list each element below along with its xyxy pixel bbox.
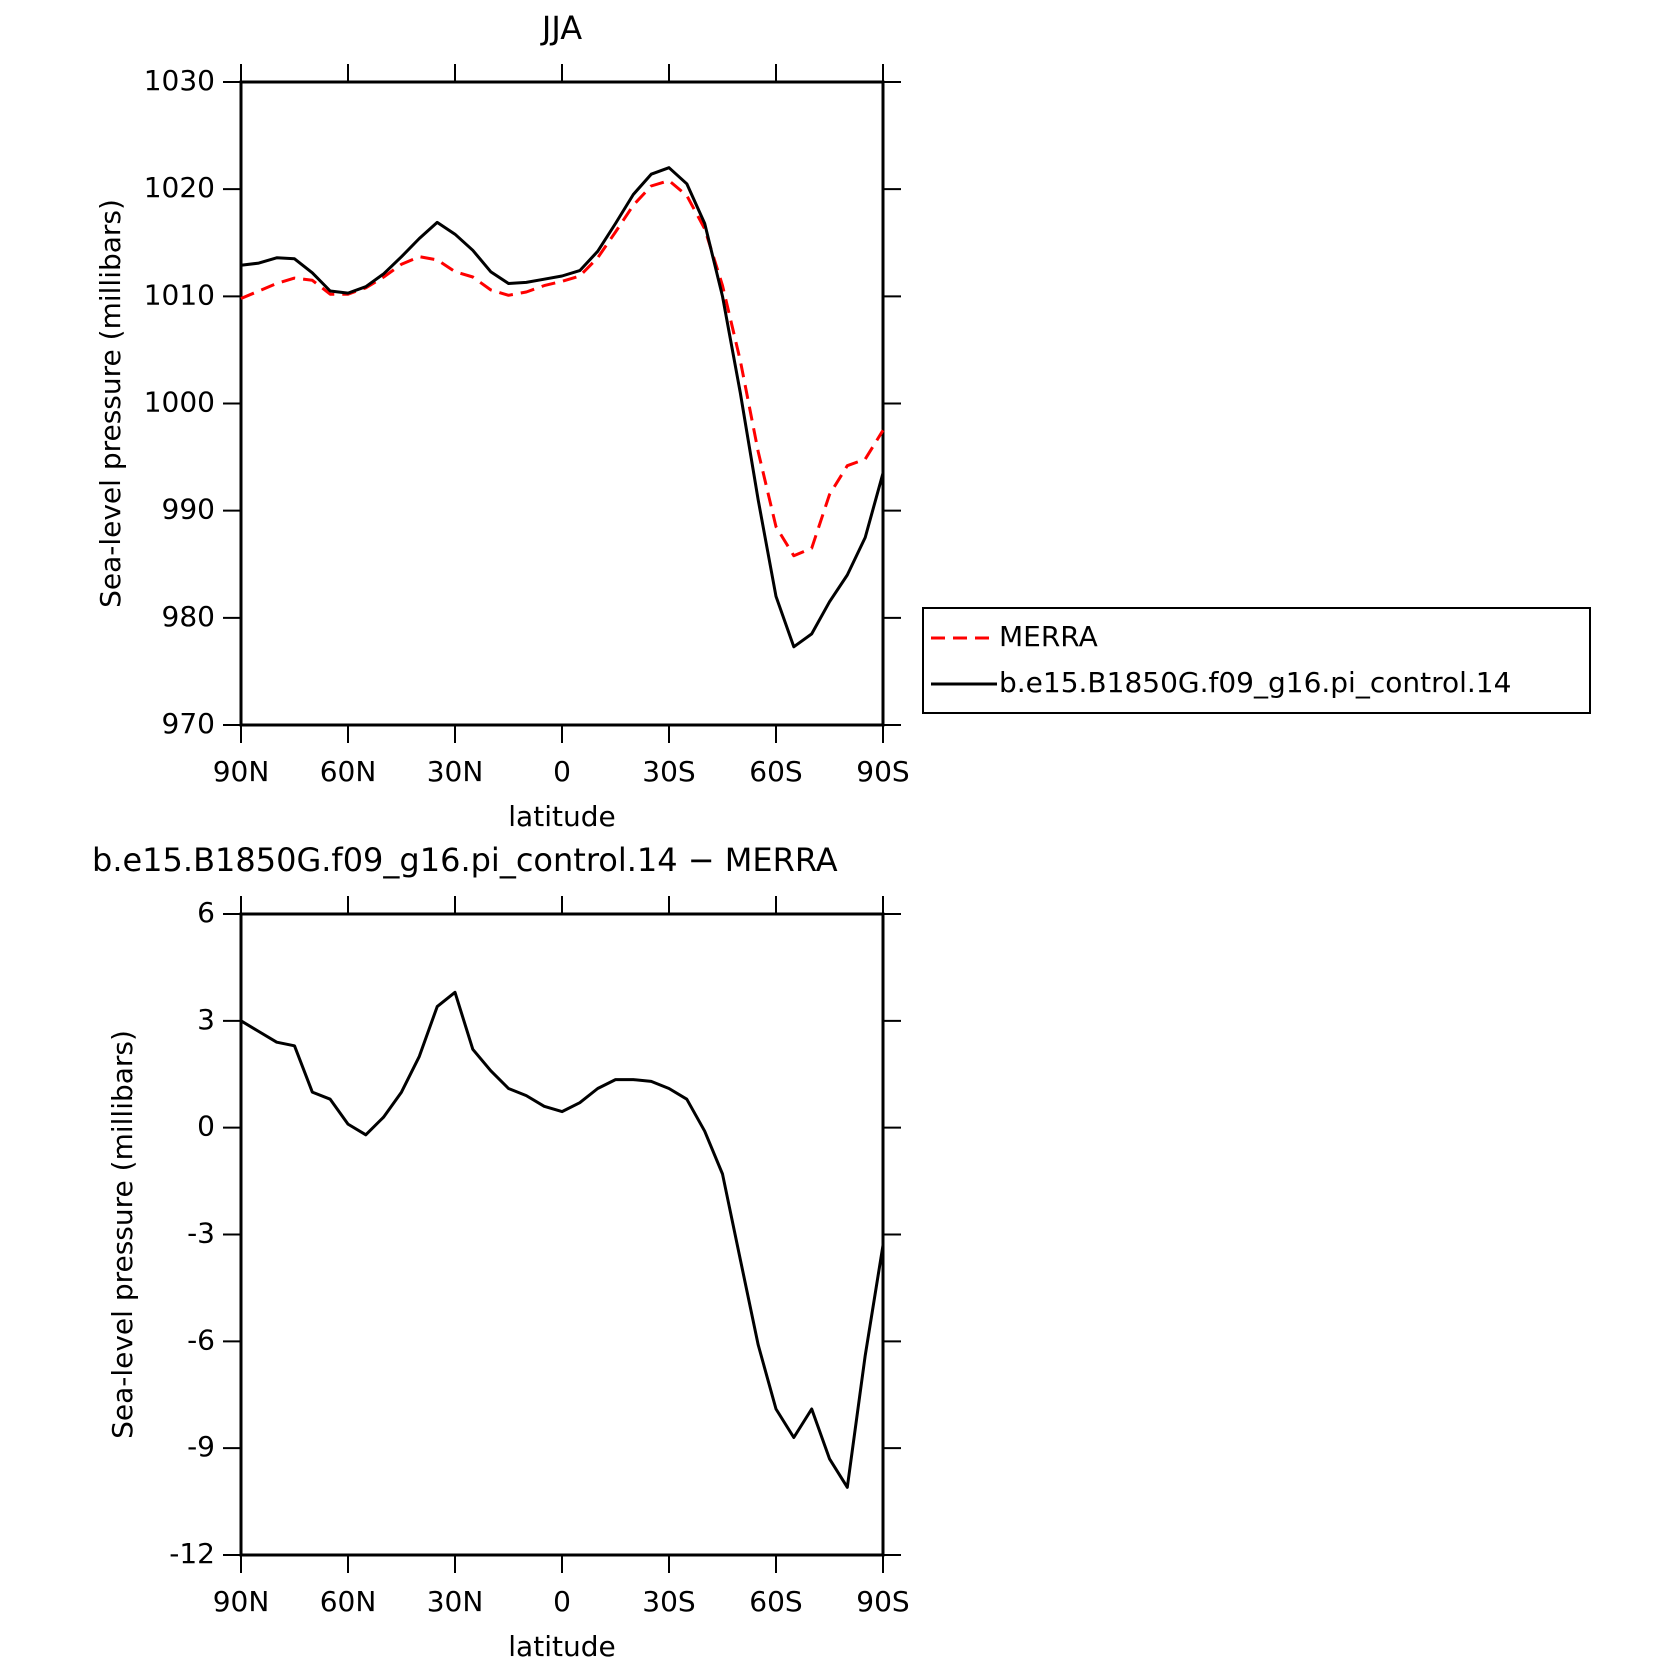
y-tick-label: 1010 [144, 278, 215, 311]
y-axis-label: Sea-level pressure (millibars) [94, 199, 127, 608]
y-tick-label: 0 [197, 1110, 215, 1143]
series-line [240, 166, 885, 649]
y-tick-label: 1030 [144, 64, 215, 97]
y-tick-label: 1000 [144, 386, 215, 419]
y-tick-label: -3 [187, 1217, 215, 1250]
legend-label: MERRA [999, 620, 1098, 653]
x-tick-label: 0 [553, 1585, 571, 1618]
legend-label: b.e15.B1850G.f09_g16.pi_control.14 [999, 666, 1511, 699]
y-tick-label: 6 [197, 896, 215, 929]
x-tick-label: 90N [213, 1585, 270, 1618]
x-tick-label: 30S [642, 1585, 695, 1618]
x-tick-label: 60S [749, 755, 802, 788]
x-tick-label: 30S [642, 755, 695, 788]
x-tick-label: 60N [320, 1585, 377, 1618]
series-line [240, 990, 885, 1489]
y-tick-label: 1020 [144, 171, 215, 204]
y-tick-label: 990 [162, 493, 215, 526]
y-tick-label: 3 [197, 1003, 215, 1036]
y-tick-label: -12 [169, 1537, 215, 1570]
y-tick-label: -9 [187, 1430, 215, 1463]
y-tick-label: 970 [162, 707, 215, 740]
x-tick-label: 90S [856, 1585, 909, 1618]
x-tick-label: 60S [749, 1585, 802, 1618]
x-tick-label: 30N [427, 755, 484, 788]
x-tick-label: 60N [320, 755, 377, 788]
y-axis-label: Sea-level pressure (millibars) [106, 1030, 139, 1439]
chart-title: b.e15.B1850G.f09_g16.pi_control.14 − MER… [92, 841, 838, 879]
x-tick-label: 90S [856, 755, 909, 788]
y-tick-label: 980 [162, 600, 215, 633]
legend-box [922, 607, 1591, 714]
x-tick-label: 30N [427, 1585, 484, 1618]
chart-title: JJA [540, 9, 582, 47]
x-tick-label: 0 [553, 755, 571, 788]
x-axis-label: latitude [508, 1630, 615, 1663]
series-line [240, 179, 885, 558]
x-axis-label: latitude [508, 800, 615, 833]
plot-frame [239, 912, 885, 1557]
x-tick-label: 90N [213, 755, 270, 788]
y-tick-label: -6 [187, 1323, 215, 1356]
